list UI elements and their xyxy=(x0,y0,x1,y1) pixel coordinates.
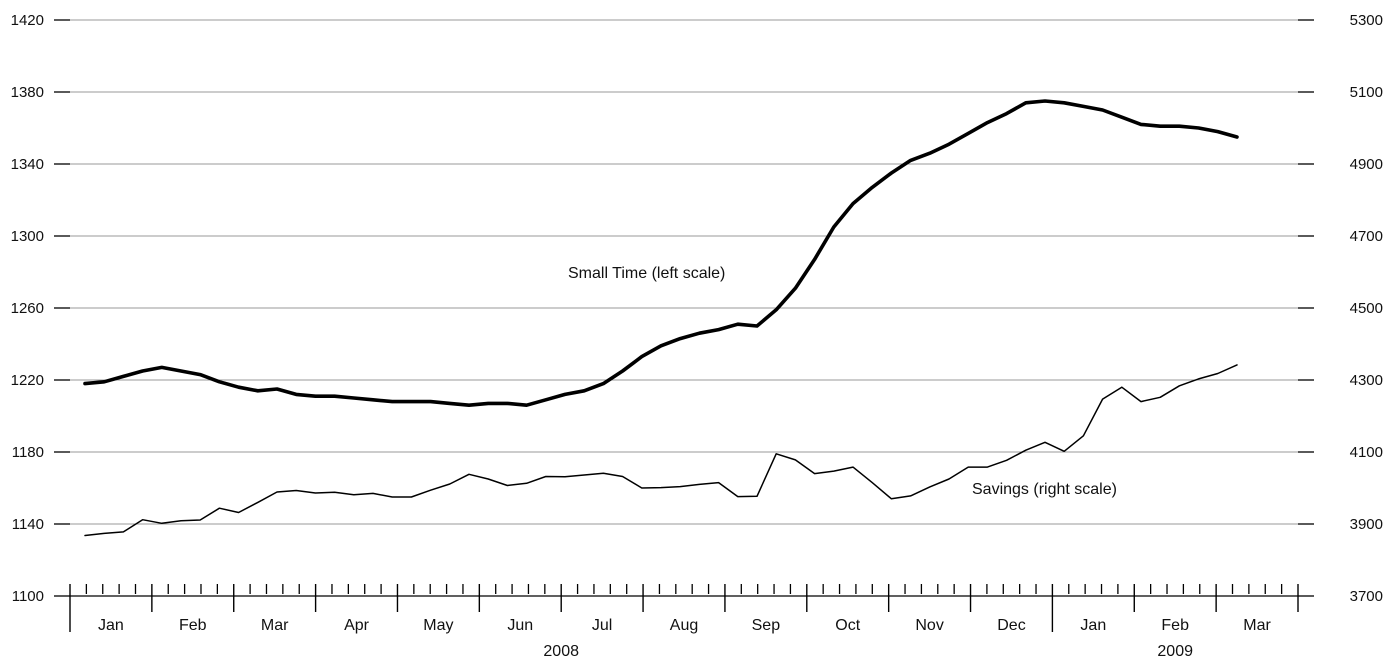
month-label: Nov xyxy=(915,617,943,634)
right-tick-label: 4900 xyxy=(1350,156,1383,173)
left-tick-label: 1420 xyxy=(11,12,44,29)
month-label: Apr xyxy=(344,617,370,634)
right-tick-label: 4500 xyxy=(1350,300,1383,317)
left-tick-label: 1140 xyxy=(12,516,44,533)
month-label: Aug xyxy=(670,617,698,634)
month-label: Mar xyxy=(1243,617,1271,634)
month-label: Jan xyxy=(98,617,124,634)
month-label: Jan xyxy=(1080,617,1106,634)
series-group xyxy=(83,99,1239,537)
month-label: Dec xyxy=(997,617,1025,634)
right-tick-label: 5100 xyxy=(1350,84,1383,101)
month-label: Oct xyxy=(835,617,860,634)
right-tick-label: 3900 xyxy=(1350,516,1383,533)
series-line-savings xyxy=(84,364,1238,537)
year-label-2009: 2009 xyxy=(1157,643,1193,660)
left-tick-label: 1180 xyxy=(12,444,44,461)
month-label: Sep xyxy=(752,617,781,634)
left-axis: 1100 1140 1180 1220 1260 1300 1340 1380 1420 xyxy=(11,12,70,605)
series-line-small-time xyxy=(83,99,1239,408)
right-tick-label: 4700 xyxy=(1350,228,1383,245)
right-axis: 3700 3900 4100 4300 4500 4700 4900 5100 5300 xyxy=(1298,12,1383,605)
right-tick-label: 4100 xyxy=(1350,444,1383,461)
month-label: May xyxy=(423,617,453,634)
month-label: Feb xyxy=(1161,617,1189,634)
left-tick-label: 1300 xyxy=(11,228,44,245)
month-label: Feb xyxy=(179,617,207,634)
year-label-2008: 2008 xyxy=(543,643,579,660)
left-tick-label: 1220 xyxy=(11,372,44,389)
month-label: Jun xyxy=(507,617,533,634)
grid-lines xyxy=(70,19,1298,597)
month-label: Jul xyxy=(592,617,612,634)
left-tick-label: 1100 xyxy=(12,588,44,605)
right-tick-label: 3700 xyxy=(1350,588,1383,605)
month-label: Mar xyxy=(261,617,289,634)
left-tick-label: 1340 xyxy=(11,156,44,173)
right-tick-label: 5300 xyxy=(1350,12,1383,29)
series-label-small-time: Small Time (left scale) xyxy=(568,265,725,282)
x-axis: Jan Feb Mar Apr May Jun Jul Aug Sep Oct Nov Dec Jan F… xyxy=(69,584,1299,660)
series-label-savings: Savings (right scale) xyxy=(972,481,1117,498)
right-tick-label: 4300 xyxy=(1350,372,1383,389)
left-tick-label: 1260 xyxy=(11,300,44,317)
left-tick-label: 1380 xyxy=(11,84,44,101)
